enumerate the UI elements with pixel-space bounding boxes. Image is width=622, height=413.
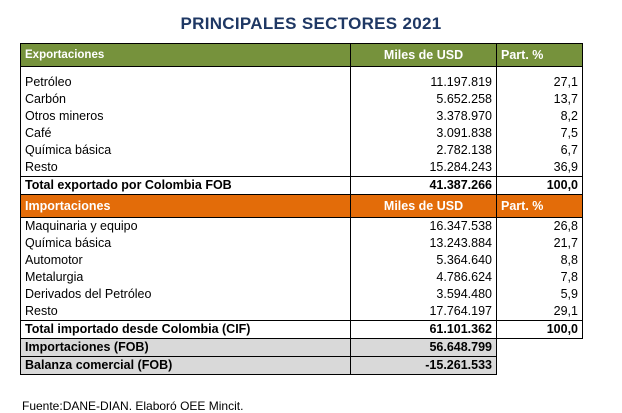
import-sector-value: 4.786.624 <box>350 269 497 286</box>
export-sector-name: Café <box>20 125 351 142</box>
imports-total-label: Total importado desde Colombia (CIF) <box>20 320 351 339</box>
export-sector-share: 6,7 <box>496 142 583 159</box>
import-sector-name: Resto <box>20 303 351 321</box>
export-sector-value: 3.091.838 <box>350 125 497 142</box>
import-sector-share: 21,7 <box>496 235 583 252</box>
import-sector-name: Química básica <box>20 235 351 252</box>
imports-fob-label: Importaciones (FOB) <box>20 338 351 357</box>
exports-header-label: Exportaciones <box>20 43 351 67</box>
table-row: Petróleo 11.197.819 27,1 <box>20 74 583 91</box>
export-sector-name: Carbón <box>20 91 351 108</box>
import-sector-share: 5,9 <box>496 286 583 303</box>
export-sector-name: Petróleo <box>20 74 351 91</box>
source-note: Fuente:DANE-DIAN. Elaboró OEE Mincit. <box>22 399 244 413</box>
import-sector-value: 13.243.884 <box>350 235 497 252</box>
imports-total-row: Total importado desde Colombia (CIF) 61.… <box>20 320 583 339</box>
imports-header-label: Importaciones <box>20 194 351 218</box>
exports-header-row: Exportaciones Miles de USD Part. % <box>20 43 583 67</box>
export-sector-name: Resto <box>20 159 351 177</box>
exports-total-row: Total exportado por Colombia FOB 41.387.… <box>20 176 583 195</box>
export-sector-value: 11.197.819 <box>350 74 497 91</box>
imports-share-column-header: Part. % <box>496 194 583 218</box>
exports-share-column-header: Part. % <box>496 43 583 67</box>
import-sector-value: 3.594.480 <box>350 286 497 303</box>
import-sector-share: 7,8 <box>496 269 583 286</box>
table-row: Café 3.091.838 7,5 <box>20 125 583 142</box>
import-sector-value: 16.347.538 <box>350 217 497 235</box>
imports-value-column-header: Miles de USD <box>350 194 497 218</box>
imports-fob-value: 56.648.799 <box>350 338 497 357</box>
table-row: Derivados del Petróleo 3.594.480 5,9 <box>20 286 583 303</box>
export-sector-share: 8,2 <box>496 108 583 125</box>
exports-value-column-header: Miles de USD <box>350 43 497 67</box>
export-sector-value: 5.652.258 <box>350 91 497 108</box>
export-sector-value: 15.284.243 <box>350 159 497 177</box>
import-sector-share: 8,8 <box>496 252 583 269</box>
exports-total-label: Total exportado por Colombia FOB <box>20 176 351 195</box>
trade-balance-value: -15.261.533 <box>350 356 497 375</box>
export-sector-value: 3.378.970 <box>350 108 497 125</box>
import-sector-value: 17.764.197 <box>350 303 497 321</box>
table-row: Química básica 2.782.138 6,7 <box>20 142 583 159</box>
import-sector-name: Maquinaria y equipo <box>20 217 351 235</box>
import-sector-share: 26,8 <box>496 217 583 235</box>
imports-total-value: 61.101.362 <box>350 320 497 339</box>
export-sector-share: 7,5 <box>496 125 583 142</box>
export-sector-value: 2.782.138 <box>350 142 497 159</box>
import-sector-name: Automotor <box>20 252 351 269</box>
table-row: Otros mineros 3.378.970 8,2 <box>20 108 583 125</box>
table-row: Automotor 5.364.640 8,8 <box>20 252 583 269</box>
export-sector-share: 27,1 <box>496 74 583 91</box>
table-row: Carbón 5.652.258 13,7 <box>20 91 583 108</box>
export-sector-name: Otros mineros <box>20 108 351 125</box>
imports-header-row: Importaciones Miles de USD Part. % <box>20 194 583 218</box>
page-title: PRINCIPALES SECTORES 2021 <box>180 14 442 33</box>
table-row: Resto 17.764.197 29,1 <box>20 303 583 321</box>
export-sector-share: 13,7 <box>496 91 583 108</box>
table-row: Maquinaria y equipo 16.347.538 26,8 <box>20 217 583 235</box>
import-sector-share: 29,1 <box>496 303 583 321</box>
exports-total-share: 100,0 <box>496 176 583 195</box>
table-row: Química básica 13.243.884 21,7 <box>20 235 583 252</box>
table-row: Metalurgia 4.786.624 7,8 <box>20 269 583 286</box>
import-sector-value: 5.364.640 <box>350 252 497 269</box>
imports-total-share: 100,0 <box>496 320 583 339</box>
export-sector-share: 36,9 <box>496 159 583 177</box>
exports-total-value: 41.387.266 <box>350 176 497 195</box>
trade-balance-row: Balanza comercial (FOB) -15.261.533 <box>20 356 583 375</box>
table-row: Resto 15.284.243 36,9 <box>20 159 583 177</box>
trade-balance-label: Balanza comercial (FOB) <box>20 356 351 375</box>
export-sector-name: Química básica <box>20 142 351 159</box>
sectors-table: Exportaciones Miles de USD Part. % Petró… <box>20 43 583 375</box>
import-sector-name: Metalurgia <box>20 269 351 286</box>
imports-fob-row: Importaciones (FOB) 56.648.799 <box>20 338 583 357</box>
import-sector-name: Derivados del Petróleo <box>20 286 351 303</box>
